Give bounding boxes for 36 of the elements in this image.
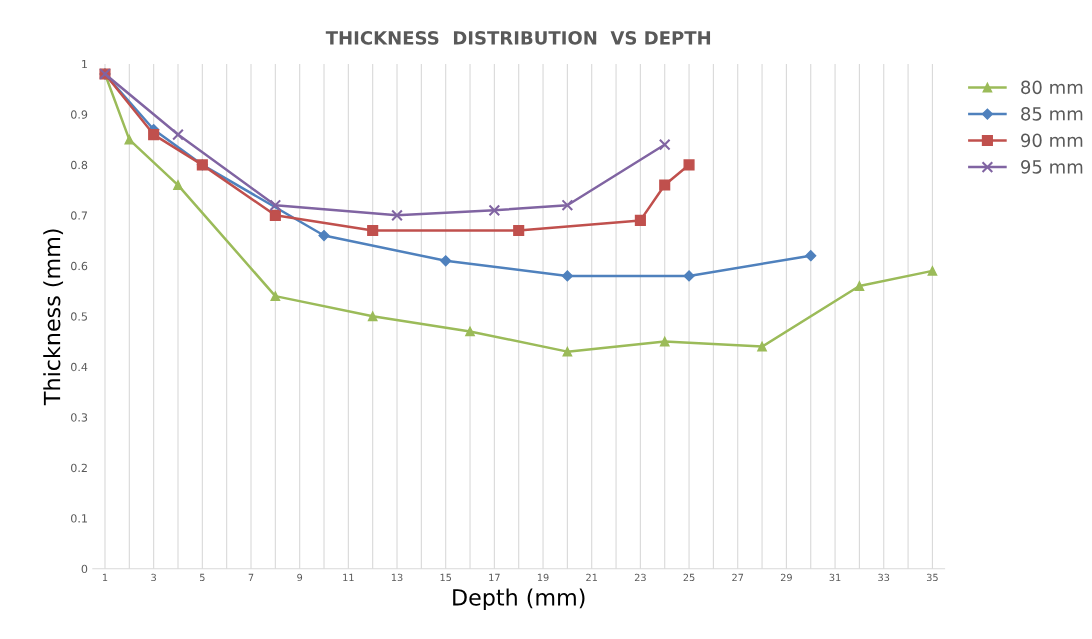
y-axis-title: Thickness (mm) bbox=[43, 229, 64, 406]
x-tick-label: 1 bbox=[102, 573, 108, 581]
x-tick-label: 35 bbox=[926, 573, 938, 582]
x-tick-label: 23 bbox=[634, 573, 646, 582]
x-tick-label: 11 bbox=[343, 573, 354, 581]
x-tick-label: 5 bbox=[199, 573, 205, 582]
x-tick-label: 7 bbox=[248, 573, 254, 581]
legend-label: 85 mm bbox=[1021, 106, 1083, 121]
x-tick-label: 25 bbox=[683, 573, 695, 582]
legend-label: 95 mm bbox=[1021, 159, 1083, 174]
x-tick-label: 15 bbox=[440, 573, 452, 582]
y-tick-label: 0.3 bbox=[71, 413, 88, 422]
x-tick-label: 17 bbox=[489, 573, 500, 581]
x-tick-label: 9 bbox=[297, 573, 303, 582]
x-tick-label: 3 bbox=[151, 573, 156, 582]
y-tick-label: 0.9 bbox=[71, 110, 88, 119]
x-tick-label: 21 bbox=[586, 573, 597, 581]
y-tick-label: 0.5 bbox=[71, 312, 87, 321]
x-axis-title: Depth (mm) bbox=[453, 588, 585, 611]
y-tick-label: 0.4 bbox=[71, 362, 88, 372]
x-tick-label: 13 bbox=[391, 573, 403, 582]
legend-label: 80 mm bbox=[1021, 80, 1083, 95]
y-tick-label: 0.2 bbox=[71, 463, 87, 473]
x-tick-label: 29 bbox=[780, 573, 792, 582]
y-tick-label: 0.7 bbox=[71, 211, 88, 220]
y-tick-label: 0.6 bbox=[71, 261, 88, 271]
y-tick-label: 0.1 bbox=[71, 514, 87, 523]
x-tick-label: 31 bbox=[829, 573, 841, 582]
y-tick-label: 0.8 bbox=[71, 160, 88, 170]
x-tick-label: 27 bbox=[732, 573, 744, 581]
chart-title: THICKNESS DISTRIBUTION VS DEPTH bbox=[325, 31, 711, 45]
legend-label: 90 mm bbox=[1021, 133, 1083, 148]
x-tick-label: 19 bbox=[537, 573, 549, 582]
x-tick-label: 33 bbox=[878, 573, 890, 582]
y-tick-label: 0 bbox=[81, 564, 88, 574]
y-tick-label: 1 bbox=[82, 60, 87, 69]
